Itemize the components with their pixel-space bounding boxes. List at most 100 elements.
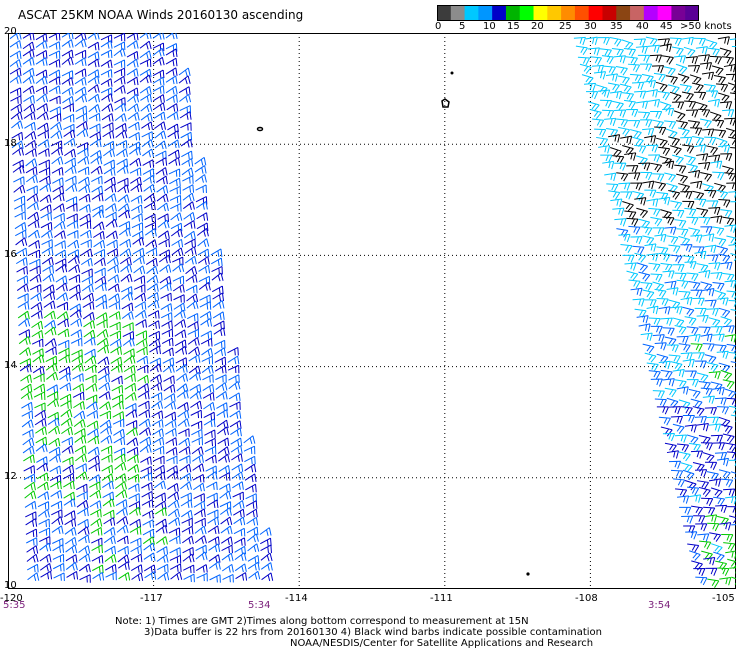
wind-barb xyxy=(245,500,258,509)
barb-stroke xyxy=(232,500,245,509)
wind-barb xyxy=(180,122,192,131)
barb-stroke xyxy=(163,375,175,384)
wind-barb xyxy=(652,227,665,236)
wind-barb xyxy=(188,354,201,363)
barb-stroke xyxy=(215,374,227,383)
wind-barb xyxy=(664,336,677,347)
barb-stroke xyxy=(135,338,148,347)
barb-stroke xyxy=(59,382,72,391)
wind-barb xyxy=(125,403,137,412)
barb-stroke xyxy=(196,212,209,221)
wind-barb xyxy=(75,471,88,481)
barb-stroke xyxy=(709,532,722,542)
barb-stroke xyxy=(178,75,191,85)
wind-barb xyxy=(228,392,241,401)
barb-stroke xyxy=(233,508,245,518)
barb-stroke xyxy=(720,478,734,488)
barb-stroke xyxy=(154,130,167,140)
barb-stroke xyxy=(64,527,77,536)
island-shape xyxy=(441,98,450,108)
wind-barb xyxy=(676,120,688,130)
barb-stroke xyxy=(686,326,699,336)
barb-stroke xyxy=(716,406,729,415)
barb-stroke xyxy=(99,410,112,420)
barb-stroke xyxy=(686,216,699,226)
barb-stroke xyxy=(244,463,257,473)
wind-barb xyxy=(95,312,108,321)
wind-barb xyxy=(692,190,705,201)
barb-stroke xyxy=(230,445,243,454)
wind-barb xyxy=(158,238,170,248)
wind-barb xyxy=(193,482,205,492)
wind-barb xyxy=(24,131,37,140)
barb-stroke xyxy=(92,572,105,581)
barb-stroke xyxy=(148,338,161,348)
barb-stroke xyxy=(87,51,100,60)
wind-barb xyxy=(104,563,117,573)
barb-stroke xyxy=(24,131,37,140)
barb-stroke xyxy=(211,266,223,275)
barb-stroke xyxy=(169,535,181,545)
barb-stroke xyxy=(232,481,244,490)
wind-barb xyxy=(195,564,208,573)
wind-barb xyxy=(670,306,683,315)
wind-barb xyxy=(140,456,152,465)
wind-barb xyxy=(121,302,134,312)
barb-stroke xyxy=(697,533,710,542)
wind-map-plot xyxy=(8,33,736,589)
wind-barb xyxy=(165,57,178,67)
barb-stroke xyxy=(169,547,181,556)
wind-barb xyxy=(183,564,195,574)
barb-stroke xyxy=(73,410,86,420)
wind-barb xyxy=(91,175,103,185)
barb-stroke xyxy=(166,103,179,112)
wind-barb xyxy=(615,66,628,76)
wind-barb xyxy=(672,264,685,273)
barb-stroke xyxy=(79,204,91,213)
barb-stroke xyxy=(658,252,671,262)
wind-barb xyxy=(112,400,124,410)
wind-barb xyxy=(169,547,181,556)
barb-stroke xyxy=(642,343,655,354)
barb-stroke xyxy=(182,192,195,202)
wind-barb xyxy=(133,265,146,275)
wind-barb xyxy=(45,362,58,372)
barb-stroke xyxy=(15,257,28,266)
barb-stroke xyxy=(61,77,74,86)
barb-stroke xyxy=(173,302,186,312)
wind-barb xyxy=(205,471,218,480)
barb-stroke xyxy=(119,256,132,266)
wind-barb xyxy=(96,319,108,328)
barb-stroke xyxy=(121,311,134,320)
wind-barb xyxy=(668,299,681,310)
barb-stroke xyxy=(712,282,725,291)
barb-stroke xyxy=(638,162,651,171)
barb-stroke xyxy=(129,167,142,176)
wind-barb xyxy=(681,515,694,524)
wind-barb xyxy=(694,307,707,317)
barb-stroke xyxy=(644,299,657,308)
wind-barb xyxy=(725,127,736,139)
wind-barb xyxy=(170,563,182,573)
barb-stroke xyxy=(717,515,729,526)
wind-barb xyxy=(183,211,196,221)
barb-stroke xyxy=(260,552,273,562)
wind-barb xyxy=(706,145,718,156)
barb-stroke xyxy=(165,85,178,95)
colorbar-label: 20 xyxy=(531,21,544,32)
barb-stroke xyxy=(125,409,138,418)
barb-stroke xyxy=(141,139,154,148)
wind-barb xyxy=(175,346,188,355)
wind-barb xyxy=(13,184,26,194)
wind-barb xyxy=(642,128,655,137)
wind-barb xyxy=(636,207,648,218)
wind-barb xyxy=(22,67,35,77)
wind-barb xyxy=(165,427,177,437)
wind-barb xyxy=(703,557,716,566)
wind-barb xyxy=(155,150,167,159)
wind-barb xyxy=(67,255,80,265)
wind-barb xyxy=(152,445,165,455)
barb-stroke xyxy=(11,120,24,130)
wind-barb xyxy=(698,326,711,335)
barb-stroke xyxy=(664,172,677,183)
